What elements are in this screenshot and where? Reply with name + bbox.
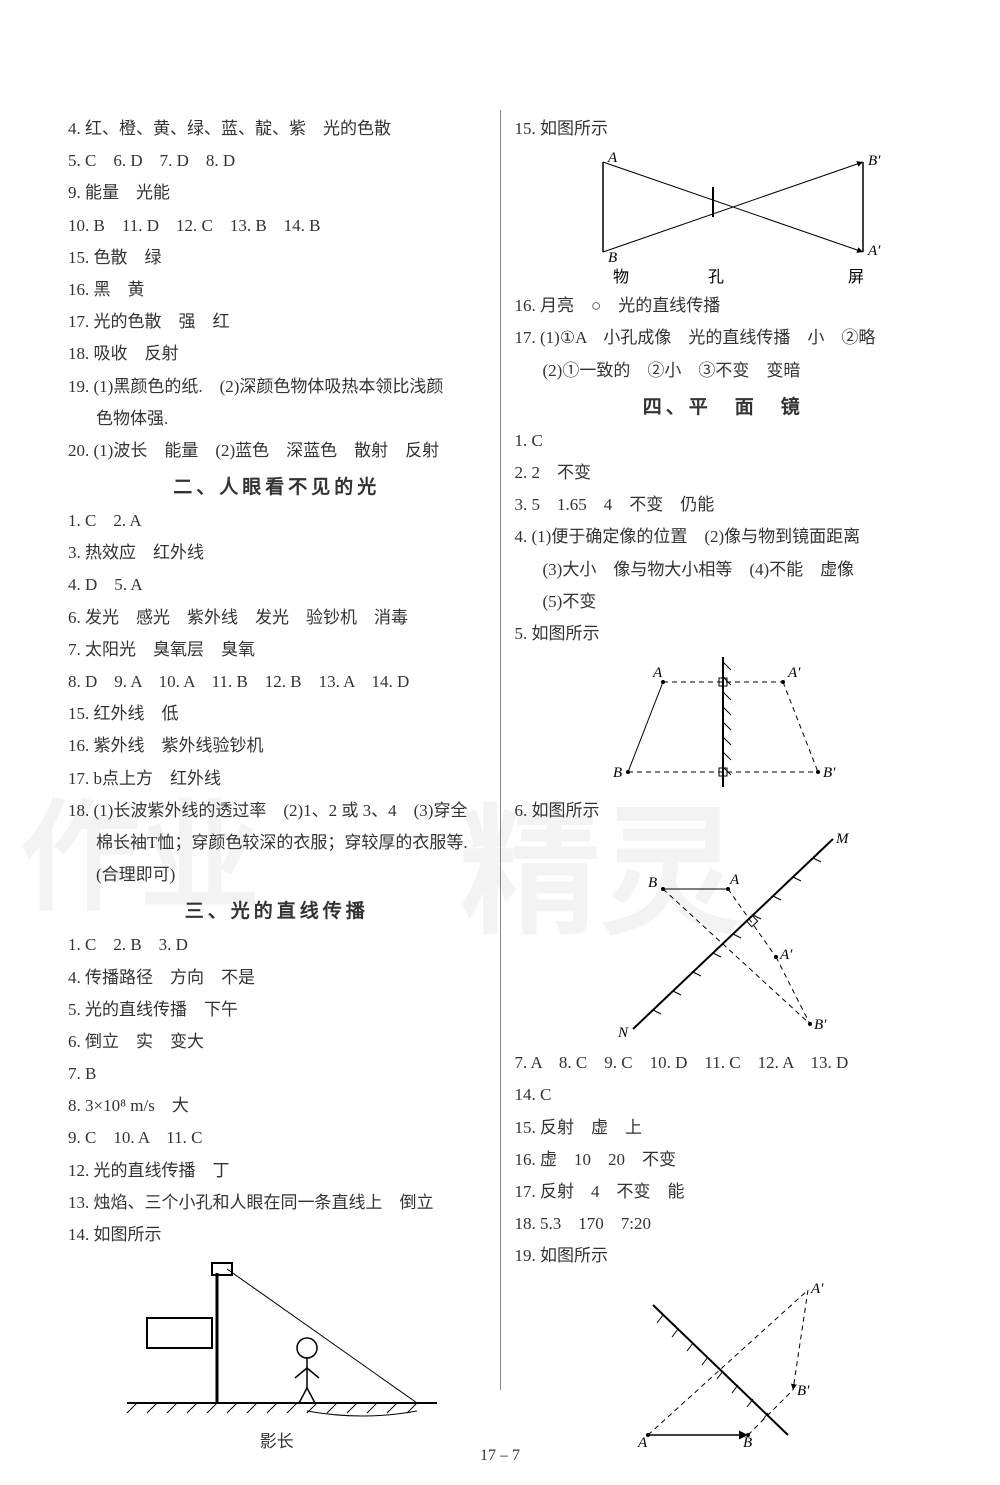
label-B: B [608, 250, 617, 266]
label-ping: 屏 [848, 269, 864, 286]
answer-line: 17. 光的色散 强 红 [68, 308, 486, 335]
answer-line: (5)不变 [515, 588, 933, 615]
answer-line: 8. D 9. A 10. A 11. B 12. B 13. A 14. D [68, 668, 486, 695]
answer-line: 9. C 10. A 11. C [68, 1124, 486, 1151]
section-title-4: 四、平 面 镜 [515, 392, 933, 419]
answer-line: (3)大小 像与物大小相等 (4)不能 虚像 [515, 556, 933, 583]
answer-line: 17. (1)①A 小孔成像 光的直线传播 小 ②略 [515, 324, 933, 351]
answer-line: 14. 如图所示 [68, 1221, 486, 1248]
shadow-diagram [117, 1253, 437, 1423]
answer-line: 18. 吸收 反射 [68, 340, 486, 367]
answer-line: 19. 如图所示 [515, 1242, 933, 1269]
section-title-3: 三、光的直线传播 [68, 896, 486, 923]
answer-line: 8. 3×10⁸ m/s 大 [68, 1092, 486, 1119]
answer-line: 5. 光的直线传播 下午 [68, 996, 486, 1023]
label-B: B [613, 765, 622, 781]
label-Bp: B′ [823, 765, 836, 781]
answer-line: 5. 如图所示 [515, 620, 933, 647]
label-A: A [607, 150, 618, 166]
answer-line: 9. 能量 光能 [68, 179, 486, 206]
answer-line: 7. A 8. C 9. C 10. D 11. C 12. A 13. D [515, 1049, 933, 1076]
answer-line: 17. 反射 4 不变 能 [515, 1178, 933, 1205]
answer-line: 15. 红外线 低 [68, 700, 486, 727]
answer-line: 10. B 11. D 12. C 13. B 14. B [68, 212, 486, 239]
label-Ap: A′ [787, 665, 801, 681]
answer-line: 3. 热效应 红外线 [68, 539, 486, 566]
label-A: A [637, 1435, 648, 1450]
label-B: B [648, 875, 657, 891]
label-A: A [729, 872, 740, 888]
right-column: 15. 如图所示 A B B′ A′ 物 孔 屏 16. 月亮 ○ 光的直线传播… [501, 110, 941, 1390]
left-column: 4. 红、橙、黄、绿、蓝、靛、紫 光的色散 5. C 6. D 7. D 8. … [60, 110, 501, 1390]
answer-line: 15. 如图所示 [515, 115, 933, 142]
answer-line: 7. B [68, 1060, 486, 1087]
label-Ap: A′ [867, 243, 881, 259]
answer-line: (2)①一致的 ②小 ③不变 变暗 [515, 357, 933, 384]
answer-line: 15. 色散 绿 [68, 244, 486, 271]
label-wu: 物 [613, 268, 629, 286]
answer-line: 1. C 2. A [68, 507, 486, 534]
label-A: A [652, 665, 663, 681]
section-title-2: 二、人眼看不见的光 [68, 472, 486, 499]
page-content: 4. 红、橙、黄、绿、蓝、靛、紫 光的色散 5. C 6. D 7. D 8. … [60, 110, 940, 1390]
answer-line: 12. 光的直线传播 丁 [68, 1157, 486, 1184]
label-Bp: B′ [868, 153, 881, 169]
answer-line: 16. 黑 黄 [68, 276, 486, 303]
answer-line: 4. (1)便于确定像的位置 (2)像与物到镜面距离 [515, 523, 933, 550]
mirror-diagram-19: A B A′ B′ [613, 1275, 833, 1450]
answer-line: 4. 传播路径 方向 不是 [68, 964, 486, 991]
mirror-diagram-6: M N A B A′ B′ [578, 829, 868, 1044]
answer-line: 色物体强. [68, 405, 486, 432]
answer-line: 4. 红、橙、黄、绿、蓝、靛、紫 光的色散 [68, 115, 486, 142]
answer-line: 4. D 5. A [68, 571, 486, 598]
answer-line: 18. (1)长波紫外线的透过率 (2)1、2 或 3、4 (3)穿全 [68, 797, 486, 824]
answer-line: 棉长袖T恤；穿颜色较深的衣服；穿较厚的衣服等. [68, 829, 486, 856]
figure-caption: 影长 [68, 1427, 486, 1452]
label-M: M [835, 831, 850, 847]
answer-line: 1. C 2. B 3. D [68, 931, 486, 958]
answer-line: 15. 反射 虚 上 [515, 1114, 933, 1141]
label-Ap: A′ [810, 1281, 824, 1297]
answer-line: 3. 5 1.65 4 不变 仍能 [515, 491, 933, 518]
answer-line: 2. 2 不变 [515, 459, 933, 486]
label-B: B [743, 1435, 752, 1450]
answer-line: 14. C [515, 1081, 933, 1108]
answer-line: 16. 虚 10 20 不变 [515, 1146, 933, 1173]
answer-line: 1. C [515, 427, 933, 454]
mirror-diagram-5: A A′ B B′ [593, 652, 853, 792]
answer-line: 5. C 6. D 7. D 8. D [68, 147, 486, 174]
pinhole-diagram: A B B′ A′ 物 孔 屏 [563, 147, 883, 287]
label-N: N [617, 1025, 629, 1041]
answer-line: 6. 如图所示 [515, 797, 933, 824]
answer-line: 16. 月亮 ○ 光的直线传播 [515, 292, 933, 319]
answer-line: 16. 紫外线 紫外线验钞机 [68, 732, 486, 759]
answer-line: 7. 太阳光 臭氧层 臭氧 [68, 636, 486, 663]
label-Bp: B′ [814, 1017, 827, 1033]
label-Ap: A′ [779, 947, 793, 963]
answer-line: 18. 5.3 170 7:20 [515, 1210, 933, 1237]
answer-line: 19. (1)黑颜色的纸. (2)深颜色物体吸热本领比浅颜 [68, 373, 486, 400]
label-kong: 孔 [708, 268, 724, 286]
answer-line: 20. (1)波长 能量 (2)蓝色 深蓝色 散射 反射 [68, 437, 486, 464]
label-Bp: B′ [797, 1383, 810, 1399]
answer-line: 6. 倒立 实 变大 [68, 1028, 486, 1055]
answer-line: (合理即可) [68, 861, 486, 888]
answer-line: 6. 发光 感光 紫外线 发光 验钞机 消毒 [68, 604, 486, 631]
answer-line: 17. b点上方 红外线 [68, 765, 486, 792]
answer-line: 13. 烛焰、三个小孔和人眼在同一条直线上 倒立 [68, 1189, 486, 1216]
